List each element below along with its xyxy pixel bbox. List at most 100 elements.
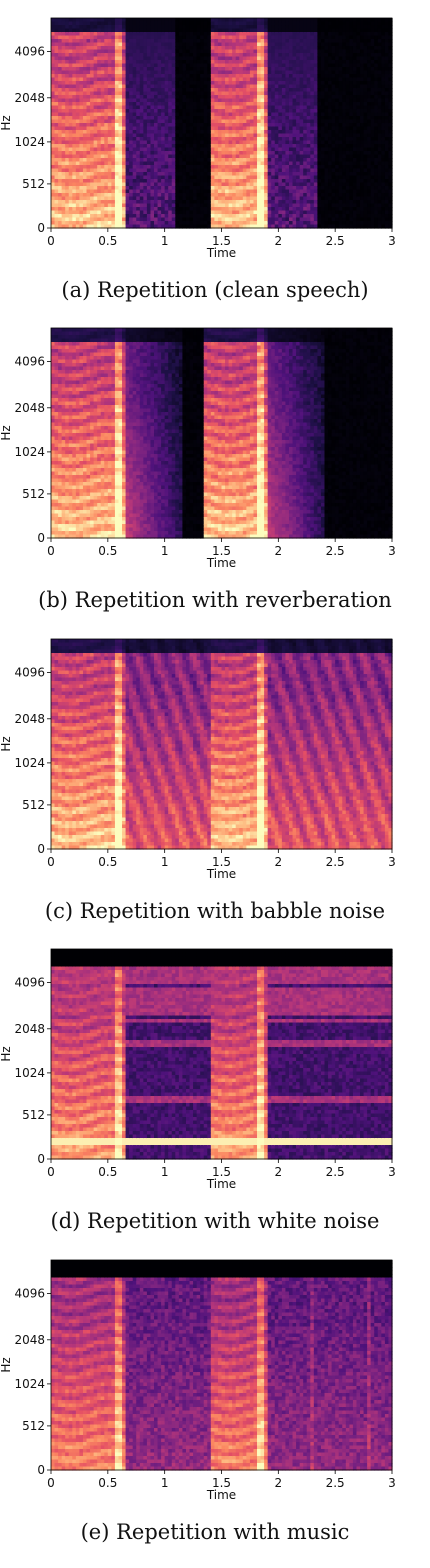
heatmap-cell — [72, 154, 77, 159]
heatmap-cell — [65, 186, 70, 191]
heatmap-cell — [111, 214, 116, 219]
heatmap-cell — [342, 109, 347, 114]
heatmap-cell — [146, 70, 152, 75]
heatmap-cell — [79, 175, 84, 180]
heatmap-cell — [157, 130, 162, 135]
heatmap-cell — [146, 224, 152, 229]
heatmap-cell — [178, 158, 184, 163]
heatmap-cell — [171, 77, 176, 82]
heatmap-cell — [182, 161, 187, 166]
heatmap-cell — [189, 63, 194, 68]
heatmap-cell — [342, 39, 347, 44]
heatmap-cell — [225, 165, 230, 170]
heatmap-cell — [225, 175, 230, 180]
heatmap-cell — [125, 217, 130, 222]
heatmap-cell — [72, 74, 77, 79]
heatmap-cell — [161, 112, 166, 117]
heatmap-cell — [278, 98, 283, 103]
heatmap-cell — [217, 165, 223, 170]
heatmap-cell — [164, 46, 169, 51]
heatmap-cell — [338, 77, 343, 82]
heatmap-cell — [175, 137, 180, 142]
heatmap-cell — [285, 91, 290, 96]
heatmap-cell — [193, 42, 198, 47]
heatmap-cell — [267, 151, 272, 156]
heatmap-cell — [335, 60, 340, 65]
heatmap-cell — [328, 46, 333, 51]
heatmap-cell — [129, 210, 134, 215]
heatmap-cell — [136, 137, 141, 142]
heatmap-cell — [214, 25, 219, 30]
heatmap-cell — [185, 77, 191, 82]
heatmap-cell — [288, 77, 294, 82]
heatmap-cell — [203, 46, 208, 51]
heatmap-cell — [100, 147, 105, 152]
heatmap-cell — [331, 126, 336, 131]
heatmap-cell — [111, 77, 116, 82]
heatmap-cell — [185, 102, 191, 107]
heatmap-cell — [217, 35, 223, 40]
heatmap-cell — [129, 203, 134, 208]
heatmap-cell — [264, 91, 269, 96]
heatmap-cell — [107, 77, 112, 82]
heatmap-cell — [331, 147, 336, 152]
heatmap-cell — [264, 95, 269, 100]
heatmap-cell — [97, 49, 102, 54]
heatmap-cell — [285, 133, 290, 138]
heatmap-cell — [214, 189, 219, 194]
heatmap-cell — [271, 217, 276, 222]
heatmap-cell — [93, 144, 98, 149]
heatmap-cell — [260, 53, 265, 58]
heatmap-cell — [143, 123, 148, 128]
heatmap-cell — [114, 70, 120, 75]
heatmap-cell — [86, 53, 91, 58]
heatmap-cell — [320, 63, 326, 68]
heatmap-cell — [207, 105, 212, 110]
heatmap-cell — [292, 112, 297, 117]
heatmap-cell — [217, 63, 223, 68]
heatmap-cell — [242, 81, 247, 86]
heatmap-cell — [200, 49, 205, 54]
heatmap-cell — [271, 74, 276, 79]
heatmap-cell — [178, 147, 184, 152]
heatmap-cell — [58, 98, 63, 103]
heatmap-cell — [274, 98, 279, 103]
heatmap-cell — [107, 56, 112, 61]
heatmap-cell — [210, 88, 215, 93]
heatmap-cell — [232, 49, 237, 54]
heatmap-cell — [303, 56, 308, 61]
heatmap-cell — [61, 172, 66, 177]
heatmap-cell — [342, 35, 347, 40]
heatmap-cell — [157, 42, 162, 47]
heatmap-cell — [161, 126, 166, 131]
heatmap-cell — [182, 18, 187, 23]
heatmap-cell — [210, 21, 215, 26]
heatmap-cell — [288, 49, 294, 54]
heatmap-cell — [82, 203, 88, 208]
heatmap-cell — [288, 182, 294, 187]
heatmap-cell — [72, 179, 77, 184]
heatmap-cell — [51, 224, 56, 229]
heatmap-cell — [328, 224, 333, 229]
heatmap-cell — [257, 168, 262, 173]
heatmap-cell — [75, 165, 81, 170]
heatmap-cell — [72, 119, 77, 124]
heatmap-cell — [171, 63, 176, 68]
heatmap-cell — [150, 182, 155, 187]
heatmap-cell — [157, 133, 162, 138]
heatmap-cell — [299, 105, 304, 110]
heatmap-cell — [161, 95, 166, 100]
heatmap-cell — [271, 179, 276, 184]
heatmap-cell — [196, 203, 201, 208]
heatmap-cell — [200, 144, 205, 149]
heatmap-cell — [207, 133, 212, 138]
heatmap-cell — [139, 88, 144, 93]
heatmap-cell — [232, 46, 237, 51]
heatmap-cell — [260, 42, 265, 47]
heatmap-cell — [129, 175, 134, 180]
heatmap-cell — [118, 140, 123, 145]
heatmap-cell — [164, 91, 169, 96]
heatmap-cell — [253, 21, 258, 26]
heatmap-cell — [122, 123, 127, 128]
heatmap-cell — [235, 28, 240, 33]
